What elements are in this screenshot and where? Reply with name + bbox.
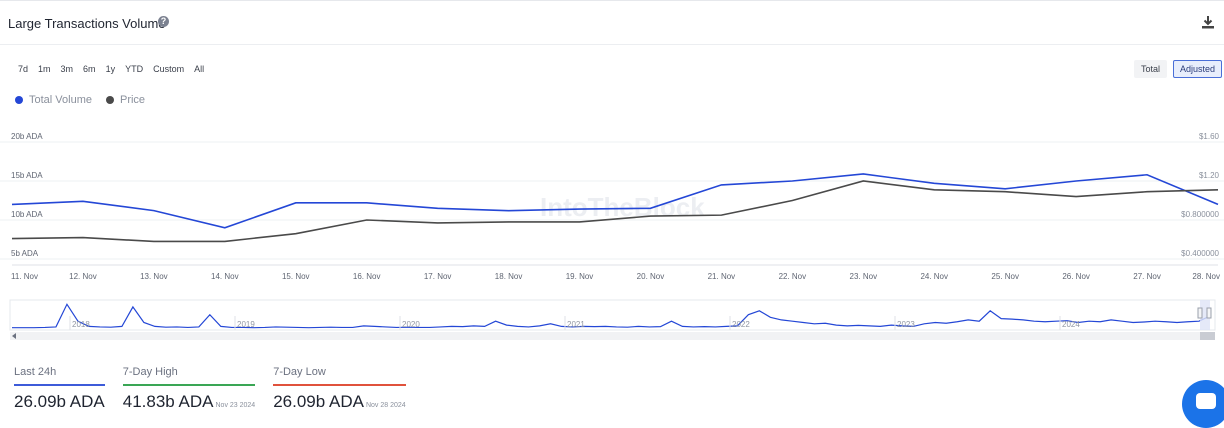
stat-label-7day-low: 7-Day Low xyxy=(273,366,406,386)
x-tick-label: 25. Nov xyxy=(991,272,1019,281)
range-button-ytd[interactable]: YTD xyxy=(125,64,144,74)
chat-button[interactable] xyxy=(1182,380,1224,428)
x-tick-label: 13. Nov xyxy=(140,272,168,281)
navigator-year-label: 2022 xyxy=(732,320,750,329)
x-tick-label: 18. Nov xyxy=(495,272,523,281)
navigator-year-label: 2018 xyxy=(72,320,90,329)
range-button-all[interactable]: All xyxy=(194,64,205,74)
y-left-tick-label: 10b ADA xyxy=(11,210,43,219)
x-tick-label: 16. Nov xyxy=(353,272,381,281)
navigator-line xyxy=(12,303,1211,329)
range-button-3m[interactable]: 3m xyxy=(60,64,74,74)
navigator-frame xyxy=(9,299,1216,331)
watermark: IntoTheBlock xyxy=(540,192,705,222)
y-right-tick-label: $0.800000 xyxy=(1181,210,1219,219)
x-tick-label: 23. Nov xyxy=(850,272,878,281)
legend-dot-total-volume xyxy=(15,96,23,104)
mode-button-total[interactable]: Total xyxy=(1133,60,1167,78)
x-tick-label: 19. Nov xyxy=(566,272,594,281)
range-button-7d[interactable]: 7d xyxy=(18,64,29,74)
range-button-custom[interactable]: Custom xyxy=(153,64,185,74)
stat-value-7day-high: 41.83b ADA Nov 23 2024 xyxy=(123,392,255,412)
stat-label-last-24h: Last 24h xyxy=(14,366,105,386)
mode-button-adjusted[interactable]: Adjusted xyxy=(1172,60,1222,78)
x-tick-label: 26. Nov xyxy=(1062,272,1090,281)
y-left-tick-label: 5b ADA xyxy=(11,249,39,258)
range-button-6m[interactable]: 6m xyxy=(83,64,96,74)
legend-label-price: Price xyxy=(119,94,146,106)
x-tick-label: 17. Nov xyxy=(424,272,452,281)
help-circle-icon[interactable]: ? xyxy=(158,16,169,27)
stat-last-24h: Last 24h 26.09b ADA xyxy=(14,366,113,412)
range-button-1m[interactable]: 1m xyxy=(38,64,51,74)
mode-toggle: Total Adjusted xyxy=(1133,60,1222,78)
series-line-price[interactable] xyxy=(11,180,1219,243)
stat-label-7day-high: 7-Day High xyxy=(122,366,256,386)
legend-item-total-volume[interactable]: Total Volume xyxy=(15,94,92,106)
x-tick-label: 11. Nov xyxy=(11,272,38,281)
stat-amount-7day-high: 41.83b ADA xyxy=(122,392,214,411)
x-tick-label: 15. Nov xyxy=(282,272,310,281)
navigator-year-label: 2019 xyxy=(237,320,255,329)
x-tick-label: 24. Nov xyxy=(920,272,948,281)
x-tick-label: 21. Nov xyxy=(708,272,736,281)
navigator-scrollbar[interactable] xyxy=(10,332,1215,340)
legend-item-price[interactable]: Price xyxy=(105,94,146,106)
x-tick-label: 12. Nov xyxy=(69,272,97,281)
stat-amount-7day-low: 26.09b ADA xyxy=(273,392,364,411)
x-tick-label: 27. Nov xyxy=(1133,272,1161,281)
header-divider xyxy=(0,44,1224,45)
stat-value-last-24h: 26.09b ADA xyxy=(14,392,105,412)
stat-7day-high: 7-Day High 41.83b ADA Nov 23 2024 xyxy=(122,366,263,412)
series-line-total-volume[interactable] xyxy=(11,173,1219,229)
chart-title: Large Transactions Volume xyxy=(8,16,166,31)
navigator-year-label: 2020 xyxy=(402,320,420,329)
chat-bubble-icon xyxy=(1196,393,1216,409)
chart-legend: Total Volume Price xyxy=(15,94,145,106)
navigator-year-label: 2023 xyxy=(897,320,915,329)
top-border xyxy=(0,0,1224,1)
download-icon[interactable] xyxy=(1200,14,1216,30)
navigator-year-label: 2021 xyxy=(567,320,585,329)
legend-dot-price xyxy=(105,96,114,104)
navigator-handle-left[interactable] xyxy=(1197,307,1203,319)
x-tick-label: 22. Nov xyxy=(779,272,807,281)
main-chart[interactable]: 5b ADA 10b ADA 15b ADA 20b ADA $0.400000 $0.8… xyxy=(0,130,1224,286)
stat-date-7day-low: Nov 28 2024 xyxy=(365,402,406,409)
x-tick-label: 14. Nov xyxy=(211,272,239,281)
y-right-tick-label: $1.60 xyxy=(1199,132,1220,141)
range-selector: 7d 1m 3m 6m 1y YTD Custom All xyxy=(14,62,208,76)
y-right-tick-label: $1.20 xyxy=(1199,171,1220,180)
navigator-chart[interactable]: 2018 2019 2020 2021 2022 2023 2024 xyxy=(0,296,1224,342)
y-right-tick-label: $0.400000 xyxy=(1181,249,1219,258)
stat-7day-low: 7-Day Low 26.09b ADA Nov 28 2024 xyxy=(273,366,413,412)
y-left-tick-label: 20b ADA xyxy=(11,132,43,141)
y-left-tick-label: 15b ADA xyxy=(11,171,43,180)
navigator-selection[interactable] xyxy=(1200,300,1210,330)
scroll-left-arrow-icon[interactable] xyxy=(12,333,16,339)
x-tick-label: 28. Nov xyxy=(1192,272,1220,281)
navigator-handle-right[interactable] xyxy=(1206,307,1212,319)
stat-value-7day-low: 26.09b ADA Nov 28 2024 xyxy=(273,392,405,412)
stats-panel: Last 24h 26.09b ADA 7-Day High 41.83b AD… xyxy=(14,366,414,412)
navigator-year-label: 2024 xyxy=(1062,320,1080,329)
range-button-1y[interactable]: 1y xyxy=(105,64,116,74)
navigator-scrollbar-thumb[interactable] xyxy=(1200,332,1215,340)
stat-amount-last-24h: 26.09b ADA xyxy=(14,392,105,411)
x-tick-label: 20. Nov xyxy=(637,272,665,281)
legend-label-total-volume: Total Volume xyxy=(29,94,92,106)
stat-date-7day-high: Nov 23 2024 xyxy=(215,402,256,409)
